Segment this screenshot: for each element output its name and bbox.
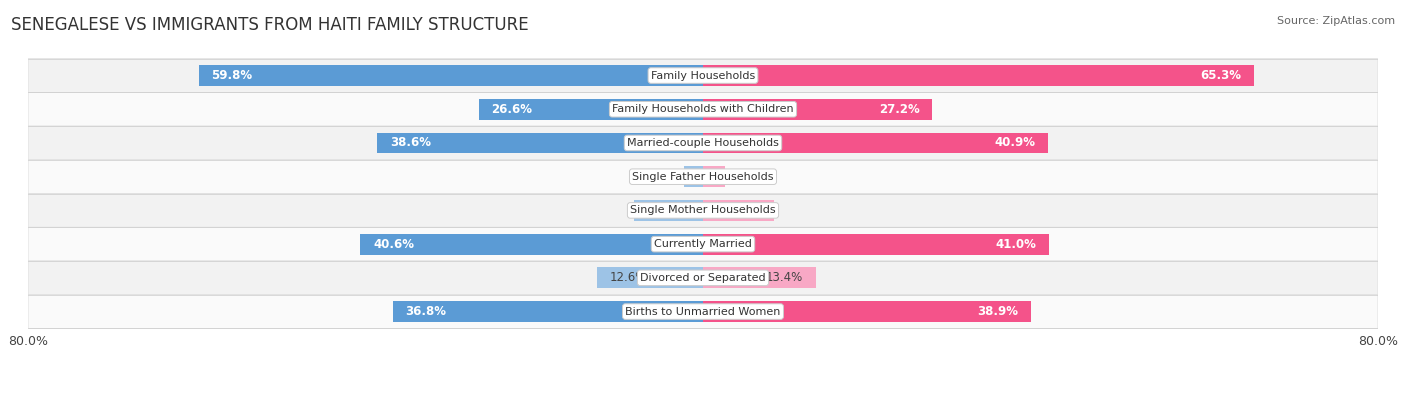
FancyBboxPatch shape: [28, 295, 1378, 328]
Text: 27.2%: 27.2%: [879, 103, 920, 116]
Text: 8.4%: 8.4%: [731, 204, 761, 217]
FancyBboxPatch shape: [28, 59, 1378, 92]
Bar: [703, 65, 1254, 86]
Bar: [360, 234, 703, 255]
Legend: Senegalese, Immigrants from Haiti: Senegalese, Immigrants from Haiti: [561, 391, 845, 395]
Text: 12.6%: 12.6%: [609, 271, 647, 284]
Bar: [703, 267, 815, 288]
Bar: [634, 200, 703, 221]
Text: 13.4%: 13.4%: [766, 271, 803, 284]
Bar: [703, 301, 1031, 322]
Text: 40.9%: 40.9%: [994, 136, 1035, 149]
Bar: [703, 132, 1047, 153]
Bar: [703, 200, 773, 221]
Bar: [392, 301, 703, 322]
FancyBboxPatch shape: [28, 160, 1378, 194]
Bar: [478, 99, 703, 120]
Text: Family Households: Family Households: [651, 71, 755, 81]
Text: Family Households with Children: Family Households with Children: [612, 104, 794, 114]
Text: 8.2%: 8.2%: [647, 204, 676, 217]
Text: Single Father Households: Single Father Households: [633, 172, 773, 182]
Text: 38.6%: 38.6%: [389, 136, 432, 149]
Text: Currently Married: Currently Married: [654, 239, 752, 249]
Bar: [683, 166, 703, 187]
Bar: [377, 132, 703, 153]
FancyBboxPatch shape: [28, 261, 1378, 295]
FancyBboxPatch shape: [28, 194, 1378, 227]
Text: 40.6%: 40.6%: [373, 238, 415, 251]
Text: Source: ZipAtlas.com: Source: ZipAtlas.com: [1277, 16, 1395, 26]
Text: 26.6%: 26.6%: [491, 103, 533, 116]
Text: SENEGALESE VS IMMIGRANTS FROM HAITI FAMILY STRUCTURE: SENEGALESE VS IMMIGRANTS FROM HAITI FAMI…: [11, 16, 529, 34]
Bar: [703, 234, 1049, 255]
Text: Births to Unmarried Women: Births to Unmarried Women: [626, 307, 780, 316]
FancyBboxPatch shape: [28, 126, 1378, 160]
Text: Single Mother Households: Single Mother Households: [630, 205, 776, 215]
Text: 2.6%: 2.6%: [730, 170, 759, 183]
Bar: [703, 166, 725, 187]
Bar: [198, 65, 703, 86]
Bar: [703, 99, 932, 120]
Text: Divorced or Separated: Divorced or Separated: [640, 273, 766, 283]
Text: Married-couple Households: Married-couple Households: [627, 138, 779, 148]
Text: 59.8%: 59.8%: [211, 69, 252, 82]
Text: 2.3%: 2.3%: [650, 170, 679, 183]
FancyBboxPatch shape: [28, 227, 1378, 261]
FancyBboxPatch shape: [28, 92, 1378, 126]
Bar: [596, 267, 703, 288]
Text: 41.0%: 41.0%: [995, 238, 1036, 251]
Text: 36.8%: 36.8%: [405, 305, 446, 318]
Text: 38.9%: 38.9%: [977, 305, 1018, 318]
Text: 65.3%: 65.3%: [1201, 69, 1241, 82]
